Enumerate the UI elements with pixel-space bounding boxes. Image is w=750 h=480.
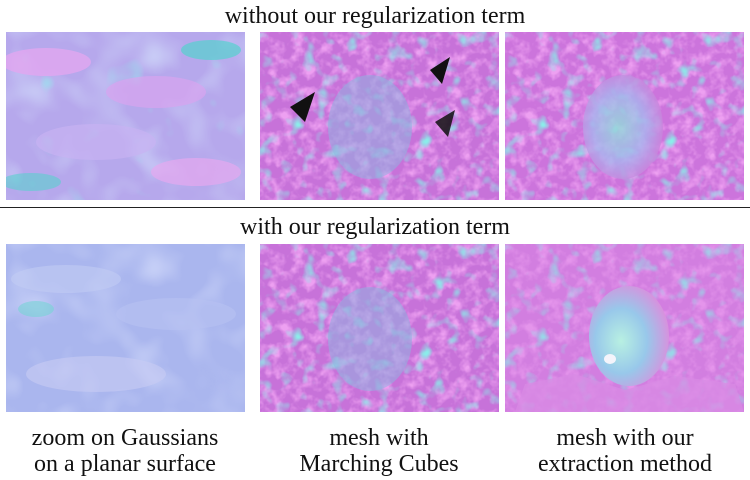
caption-line: mesh with our [556,425,694,451]
marching-cubes-mesh-image-with [260,244,499,412]
row-title-with-regularization: with our regularization term [240,214,510,240]
row-title-without-regularization: without our regularization term [224,3,526,29]
caption-our-extraction: mesh with our extraction method [500,425,750,477]
caption-line: Marching Cubes [299,451,459,477]
caption-marching-cubes: mesh with Marching Cubes [254,425,504,477]
caption-line: extraction method [538,451,712,477]
our-extraction-mesh-image-with [505,244,744,412]
gaussians-zoom-image-without [6,32,245,200]
caption-line: zoom on Gaussians [31,425,219,451]
row-divider [0,207,750,208]
caption-gaussians-zoom: zoom on Gaussians on a planar surface [0,425,250,477]
caption-line: mesh with [329,425,429,451]
our-extraction-mesh-image-without [505,32,744,200]
gaussians-zoom-image-with [6,244,245,412]
marching-cubes-mesh-image-without [260,32,499,200]
caption-line: on a planar surface [34,451,216,477]
